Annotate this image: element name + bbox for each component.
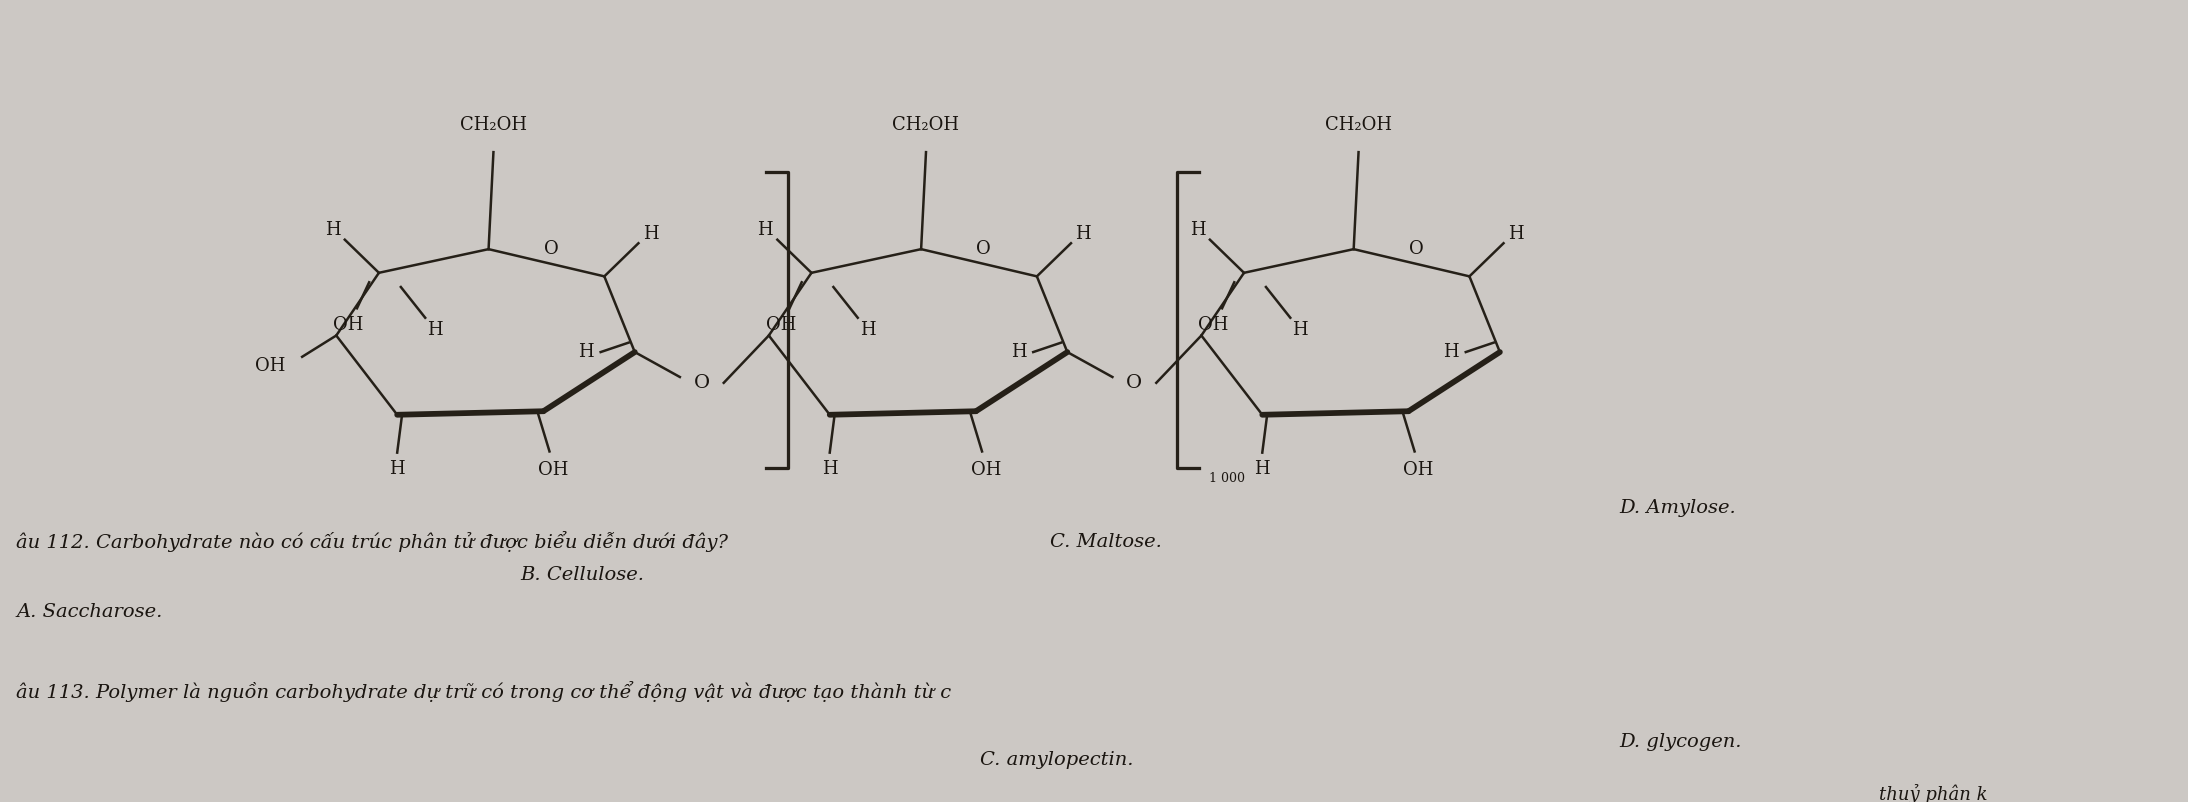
Text: H: H xyxy=(757,221,772,239)
Text: O: O xyxy=(545,240,558,257)
Text: H: H xyxy=(578,343,593,361)
Text: D. Amylose.: D. Amylose. xyxy=(1619,499,1735,516)
Text: H: H xyxy=(643,225,659,243)
Text: OH: OH xyxy=(1199,316,1230,334)
Text: O: O xyxy=(976,240,991,257)
Text: H: H xyxy=(860,321,875,338)
Text: D. glycogen.: D. glycogen. xyxy=(1619,733,1742,751)
Text: OH: OH xyxy=(971,461,1000,480)
Text: OH: OH xyxy=(333,316,363,334)
Text: âu 112. Carbohydrate nào có cấu trúc phân tử được biểu diễn dưới đây?: âu 112. Carbohydrate nào có cấu trúc phâ… xyxy=(15,531,729,552)
Text: O: O xyxy=(1127,374,1142,392)
Text: thuỷ phân k: thuỷ phân k xyxy=(1879,784,1987,802)
Text: H: H xyxy=(389,460,405,478)
Text: O: O xyxy=(1409,240,1424,257)
Text: CH₂OH: CH₂OH xyxy=(459,116,527,135)
Text: H: H xyxy=(1074,225,1092,243)
Text: CH₂OH: CH₂OH xyxy=(1326,116,1392,135)
Text: O: O xyxy=(694,374,709,392)
Text: H: H xyxy=(1011,343,1026,361)
Text: H: H xyxy=(1254,460,1269,478)
Text: OH: OH xyxy=(538,461,569,480)
Text: H: H xyxy=(324,221,341,239)
Text: CH₂OH: CH₂OH xyxy=(893,116,961,135)
Text: âu 113. Polymer là nguồn carbohydrate dự trữ có trong cơ thể động vật và được tạ: âu 113. Polymer là nguồn carbohydrate dự… xyxy=(15,682,952,703)
Text: H: H xyxy=(1293,321,1308,338)
Text: H: H xyxy=(823,460,838,478)
Text: OH: OH xyxy=(254,357,284,375)
Text: B. Cellulose.: B. Cellulose. xyxy=(521,566,645,585)
Text: C. amylopectin.: C. amylopectin. xyxy=(980,751,1133,768)
Text: H: H xyxy=(1444,343,1459,361)
Text: H: H xyxy=(1190,221,1206,239)
Text: 1 000: 1 000 xyxy=(1210,472,1245,485)
Text: OH: OH xyxy=(1403,461,1433,480)
Text: A. Saccharose.: A. Saccharose. xyxy=(15,603,162,622)
Text: H: H xyxy=(1508,225,1523,243)
Text: OH: OH xyxy=(766,316,796,334)
Text: C. Maltose.: C. Maltose. xyxy=(1050,533,1162,552)
Text: H: H xyxy=(427,321,442,338)
